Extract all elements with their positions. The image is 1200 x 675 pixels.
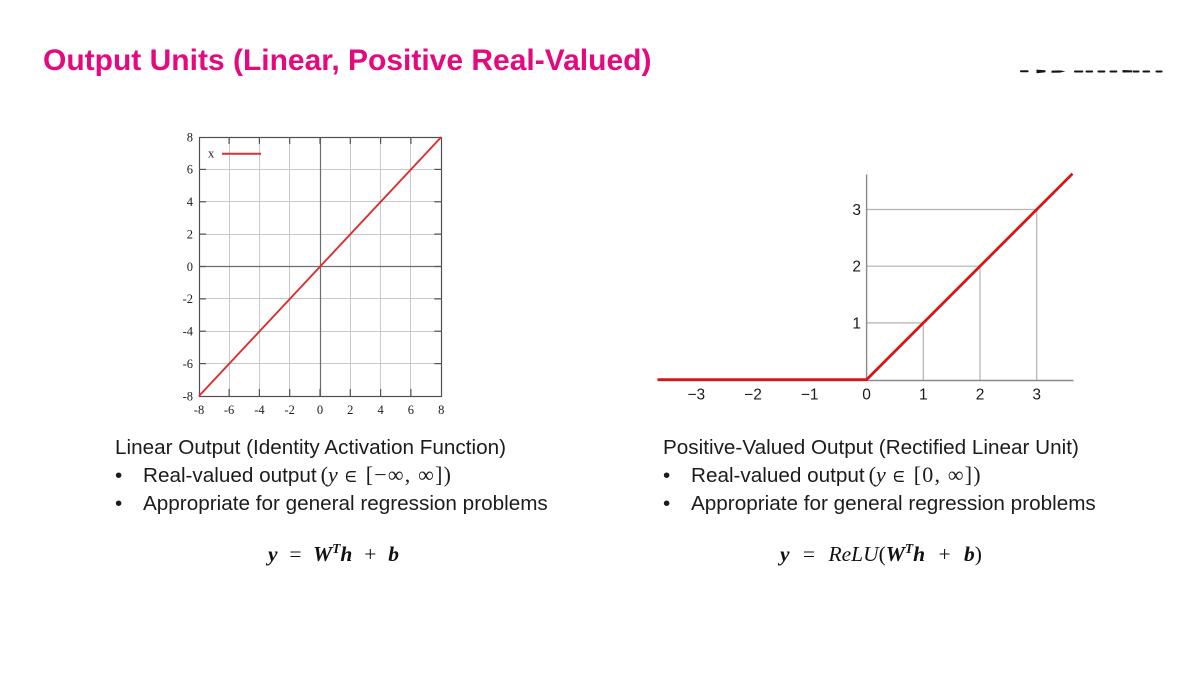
svg-text:2: 2 — [347, 403, 353, 417]
svg-text:−3: −3 — [687, 387, 705, 404]
svg-text:8: 8 — [438, 403, 444, 417]
svg-text:-4: -4 — [254, 403, 265, 417]
svg-text:-2: -2 — [183, 292, 193, 306]
svg-text:4: 4 — [377, 403, 384, 417]
svg-text:2: 2 — [852, 259, 861, 276]
svg-text:-6: -6 — [183, 357, 193, 371]
svg-text:6: 6 — [408, 403, 414, 417]
svg-text:6: 6 — [187, 163, 193, 177]
svg-text:x: x — [208, 147, 215, 161]
svg-text:3: 3 — [1032, 387, 1041, 404]
svg-text:1: 1 — [852, 315, 861, 332]
svg-text:-6: -6 — [224, 403, 234, 417]
svg-text:2: 2 — [187, 227, 193, 241]
svg-text:8: 8 — [187, 130, 193, 144]
svg-text:-2: -2 — [284, 403, 294, 417]
svg-text:4: 4 — [187, 195, 194, 209]
svg-text:3: 3 — [852, 202, 861, 219]
svg-text:1: 1 — [919, 387, 928, 404]
svg-text:-4: -4 — [183, 325, 194, 339]
svg-text:0: 0 — [862, 387, 871, 404]
svg-text:−1: −1 — [801, 387, 819, 404]
svg-text:−2: −2 — [744, 387, 762, 404]
svg-text:0: 0 — [187, 260, 193, 274]
svg-text:0: 0 — [317, 403, 323, 417]
svg-text:-8: -8 — [183, 389, 193, 403]
svg-text:2: 2 — [976, 387, 985, 404]
svg-text:-8: -8 — [194, 403, 204, 417]
